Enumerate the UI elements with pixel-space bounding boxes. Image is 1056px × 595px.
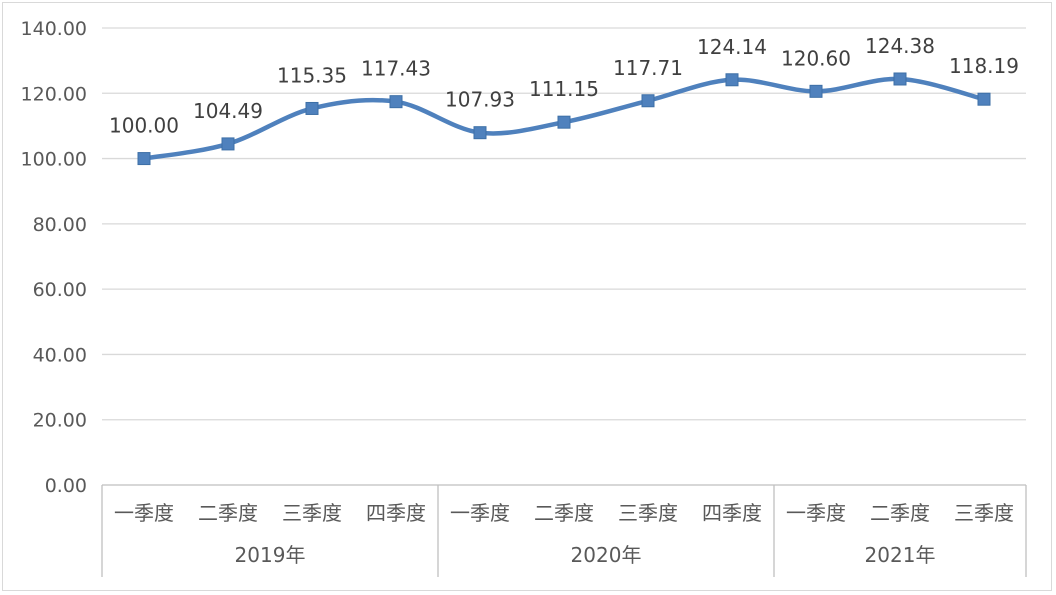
data-point-marker bbox=[305, 101, 319, 115]
x-category-label: 二季度 bbox=[198, 501, 258, 525]
data-point-marker bbox=[473, 126, 487, 140]
data-point-marker bbox=[809, 84, 823, 98]
data-label: 111.15 bbox=[529, 77, 599, 101]
data-labels: 100.00 104.49 115.35 117.43 107.93 111.15 117.… bbox=[109, 34, 1019, 138]
x-category-label: 一季度 bbox=[450, 501, 510, 525]
data-point-marker bbox=[641, 94, 655, 108]
x-group-label: 2021年 bbox=[865, 543, 936, 567]
x-category-label: 一季度 bbox=[114, 501, 174, 525]
data-point-marker bbox=[221, 137, 235, 151]
x-category-label: 三季度 bbox=[954, 501, 1014, 525]
x-category-label: 三季度 bbox=[282, 501, 342, 525]
data-point-marker bbox=[137, 152, 151, 166]
data-point-marker bbox=[977, 92, 991, 106]
y-tick-label: 60.00 bbox=[33, 279, 87, 301]
y-tick-label: 20.00 bbox=[33, 410, 87, 432]
series-markers bbox=[137, 72, 991, 166]
data-point-marker bbox=[557, 115, 571, 129]
x-category-label: 四季度 bbox=[366, 501, 426, 525]
y-tick-label: 100.00 bbox=[21, 149, 87, 171]
data-label: 107.93 bbox=[445, 88, 515, 112]
x-group-label: 2019年 bbox=[235, 543, 306, 567]
data-label: 115.35 bbox=[277, 63, 347, 87]
data-label: 100.00 bbox=[109, 114, 179, 138]
x-group-label: 2020年 bbox=[571, 543, 642, 567]
data-point-marker bbox=[725, 73, 739, 87]
data-label: 117.43 bbox=[361, 57, 431, 81]
data-label: 120.60 bbox=[781, 46, 851, 70]
y-tick-label: 0.00 bbox=[45, 475, 87, 497]
data-point-marker bbox=[893, 72, 907, 86]
data-label: 124.38 bbox=[865, 34, 935, 58]
y-tick-label: 80.00 bbox=[33, 214, 87, 236]
data-label: 118.19 bbox=[949, 54, 1019, 78]
x-category-label: 二季度 bbox=[870, 501, 930, 525]
x-category-label: 三季度 bbox=[618, 501, 678, 525]
data-label: 124.14 bbox=[697, 35, 767, 59]
y-tick-label: 40.00 bbox=[33, 344, 87, 366]
data-label: 104.49 bbox=[193, 99, 263, 123]
x-category-label: 二季度 bbox=[534, 501, 594, 525]
data-point-marker bbox=[389, 95, 403, 109]
y-tick-label: 140.00 bbox=[21, 18, 87, 40]
gridlines bbox=[102, 27, 1026, 486]
x-category-label: 一季度 bbox=[786, 501, 846, 525]
x-category-label: 四季度 bbox=[702, 501, 762, 525]
data-label: 117.71 bbox=[613, 56, 683, 80]
y-axis-tick-labels: 0.00 20.00 40.00 60.00 80.00 100.00 120.00 140.… bbox=[21, 18, 87, 497]
y-tick-label: 120.00 bbox=[21, 83, 87, 105]
